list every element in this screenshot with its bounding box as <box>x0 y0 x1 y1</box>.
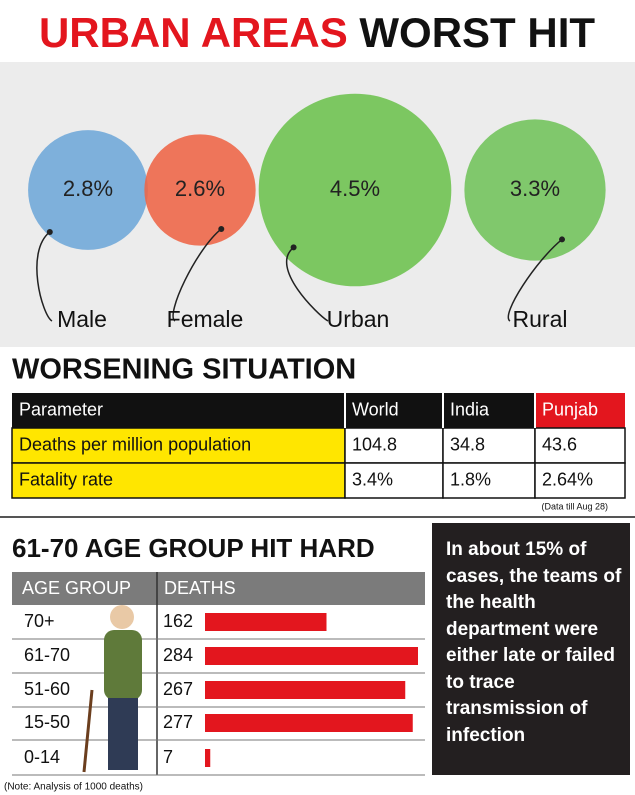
value: 284 <box>163 645 193 665</box>
value: 277 <box>163 712 193 732</box>
table-header: Parameter <box>19 399 103 419</box>
bar <box>205 749 211 767</box>
page-title: URBAN AREAS WORST HIT <box>39 9 595 56</box>
bubble <box>28 130 148 250</box>
category-label: Urban <box>327 306 390 332</box>
table-header: Punjab <box>542 399 598 419</box>
table-text: 43.6 <box>542 434 577 454</box>
table-text: Fatality rate <box>19 469 113 489</box>
bar <box>205 613 327 631</box>
table-title: WORSENING SITUATION <box>12 354 356 386</box>
value: 162 <box>163 611 193 631</box>
category: 0-14 <box>24 747 60 767</box>
table-cell <box>534 462 626 499</box>
connector <box>285 246 329 322</box>
column-header: AGE GROUP <box>22 578 131 598</box>
header-bg <box>12 572 425 605</box>
table-cell <box>11 462 346 499</box>
figure-body <box>104 630 142 700</box>
table-text: 3.4% <box>352 469 393 489</box>
note: (Note: Analysis of 1000 deaths) <box>4 782 143 793</box>
bubble <box>144 134 256 246</box>
bar <box>205 647 418 665</box>
table-note: (Data till Aug 28) <box>541 501 608 511</box>
bubble <box>464 119 606 261</box>
value: 267 <box>163 679 193 699</box>
table-header-cell <box>535 393 625 428</box>
connector <box>507 238 563 322</box>
table-text: 1.8% <box>450 469 491 489</box>
table-text: Deaths per million population <box>19 434 251 454</box>
bubble-label: 4.5% <box>330 176 380 201</box>
category: 51-60 <box>24 679 70 699</box>
table-text: 104.8 <box>352 434 397 454</box>
callout: In about 15% of cases, the teams of the … <box>432 523 630 775</box>
table-text: 34.8 <box>450 434 485 454</box>
bubble <box>258 93 452 287</box>
category: 70+ <box>24 611 55 631</box>
table-cell <box>344 462 444 499</box>
bar-title: 61-70 AGE GROUP HIT HARD <box>12 533 375 563</box>
category-label: Rural <box>513 306 568 332</box>
table-header-cell <box>12 393 345 428</box>
table-header-cell <box>443 393 535 428</box>
table-header: World <box>352 399 399 419</box>
title-black: WORST HIT <box>359 9 595 56</box>
category: 15-50 <box>24 712 70 732</box>
connector <box>36 231 53 322</box>
column-header: DEATHS <box>164 578 236 598</box>
figure-head <box>110 605 134 629</box>
table-text: 2.64% <box>542 469 593 489</box>
category-label: Male <box>57 306 107 332</box>
table-header-cell <box>345 393 443 428</box>
table-header: India <box>450 399 490 419</box>
title-red: URBAN AREAS <box>39 9 348 56</box>
connector <box>172 228 222 322</box>
bar <box>205 714 413 732</box>
figure-legs <box>108 698 138 770</box>
category-label: Female <box>167 306 244 332</box>
bubble-label: 3.3% <box>510 176 560 201</box>
bar <box>205 681 406 699</box>
table-cell <box>442 462 536 499</box>
value: 7 <box>163 747 173 767</box>
figure-cane <box>82 689 94 773</box>
bubble-label: 2.6% <box>175 176 225 201</box>
bubble-label: 2.8% <box>63 176 113 201</box>
category: 61-70 <box>24 645 70 665</box>
